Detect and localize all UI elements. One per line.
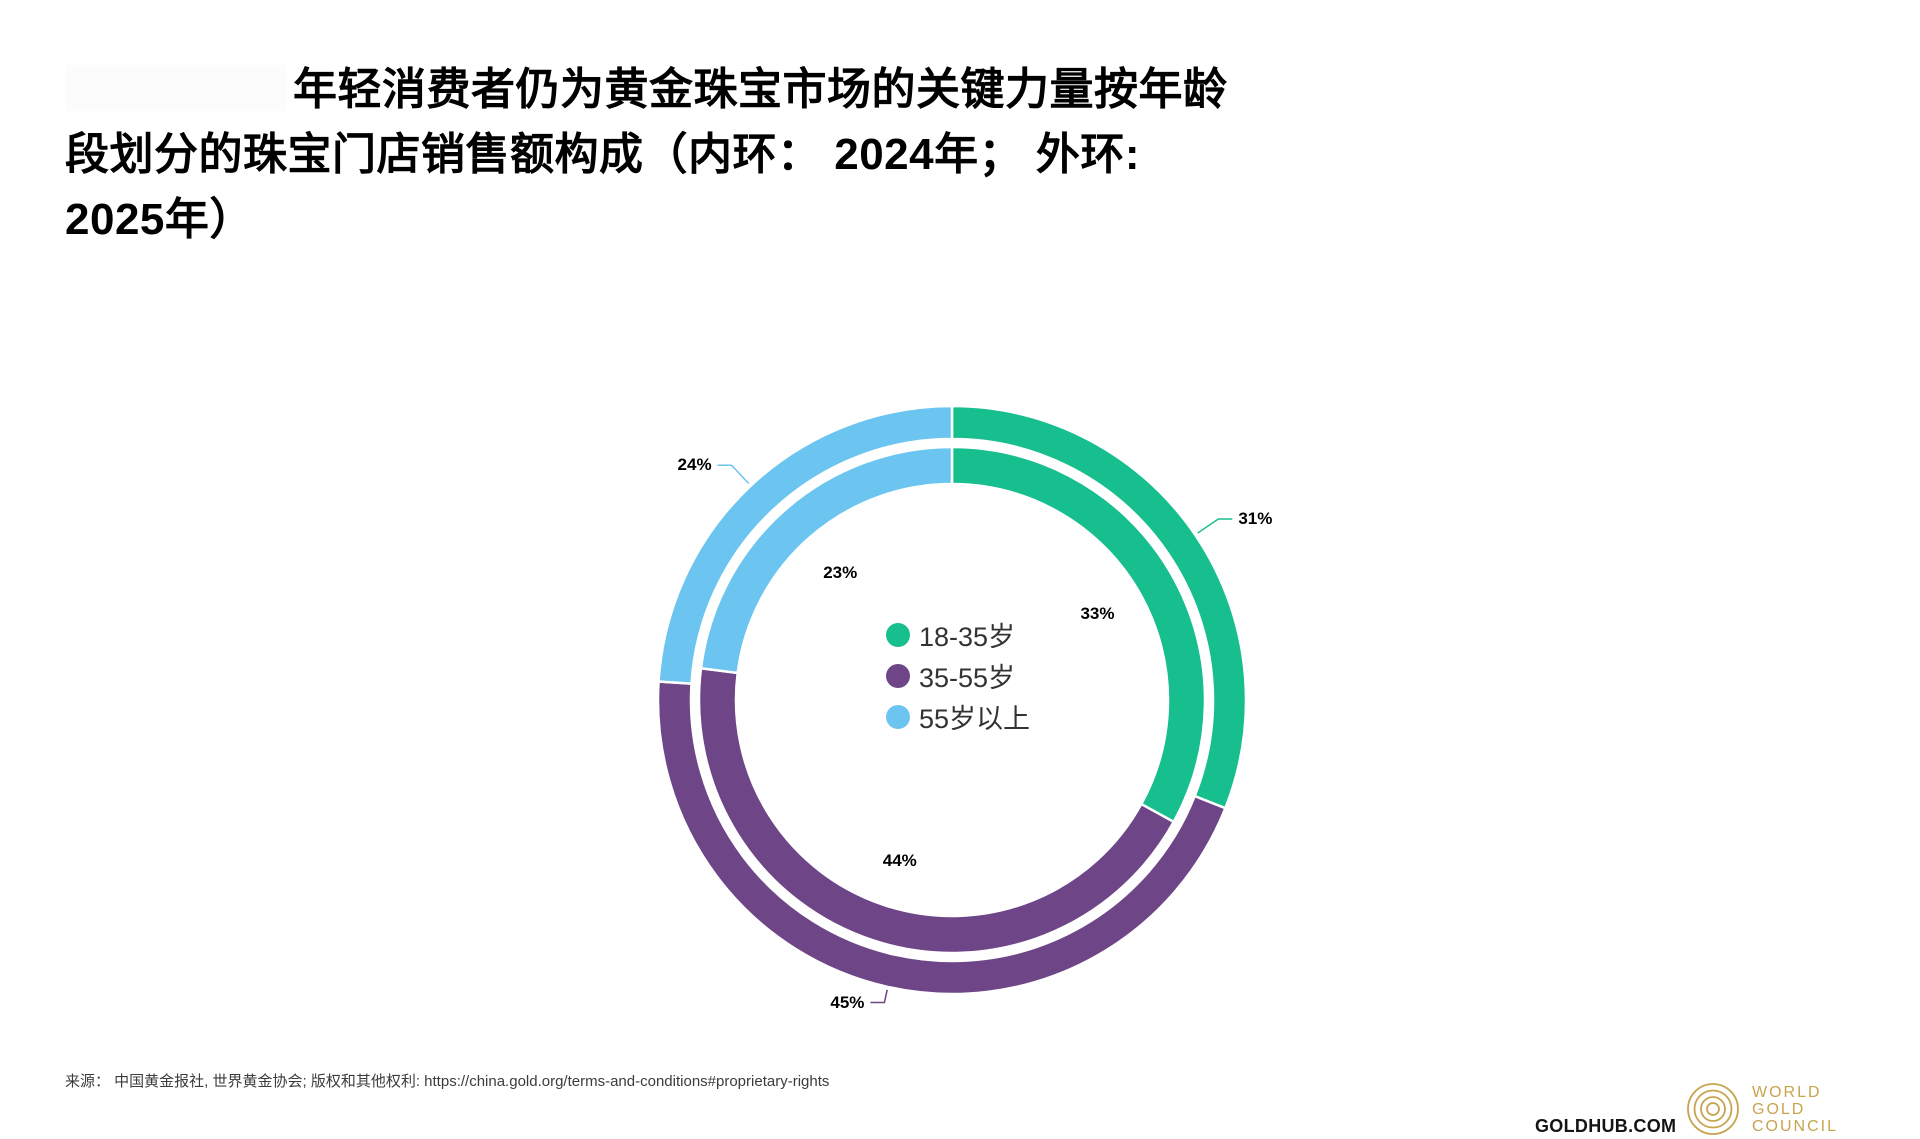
title-line-2: 段划分的珠宝门店销售额构成（内环： 2024年； 外环:: [65, 130, 1140, 179]
wgc-logo-line-3: COUNCIL: [1752, 1117, 1839, 1135]
wgc-logo-text: WORLD GOLD COUNCIL: [1752, 1084, 1838, 1135]
connector-2025年-35-55岁: [870, 989, 888, 1004]
legend-label-55plus: 55岁以上: [919, 704, 1031, 734]
legend-dot-blue-icon: [886, 704, 910, 729]
legend-item-35-55[interactable]: 35-55岁: [886, 655, 1030, 696]
legend-item-55plus[interactable]: 55岁以上: [886, 696, 1030, 737]
segment-2024年-55岁以上[interactable]: [699, 445, 954, 675]
wgc-logo: WORLD GOLD COUNCIL: [1686, 1081, 1916, 1137]
legend-label-18-35: 18-35岁: [919, 622, 1016, 652]
legend-item-18-35[interactable]: 18-35岁: [886, 614, 1030, 655]
wgc-logo-line-2: GOLD: [1752, 1100, 1806, 1118]
legend-label-35-55: 35-55岁: [919, 663, 1016, 693]
segment-2025年-55岁以上[interactable]: [657, 404, 954, 685]
title-text-1: 年轻消费者仍为黄金珠宝市场的关键力量按年龄: [293, 65, 1228, 114]
connector-2025年-18-35岁: [1197, 518, 1233, 534]
title-line-3: 2025年）: [65, 195, 254, 244]
wgc-rings-icon: [1687, 1083, 1739, 1135]
chart-title: 年轻消费者仍为黄金珠宝市场的关键力量按年龄 段划分的珠宝门店销售额构成（内环： …: [65, 57, 1525, 252]
wgc-logo-line-1: WORLD: [1752, 1083, 1822, 1101]
goldhub-text: GOLDHUB.COM: [1535, 1116, 1677, 1136]
title-line-1: 年轻消费者仍为黄金珠宝市场的关键力量按年龄: [65, 57, 1525, 122]
legend-dot-purple-icon: [886, 663, 910, 688]
source-text: 来源： 中国黄金报社, 世界黄金协会; 版权和其他权利: https://chi…: [65, 1073, 830, 1090]
connector-2025年-55岁以上: [717, 464, 750, 485]
chart-legend: 18-35岁 35-55岁 55岁以上: [886, 614, 1030, 737]
legend-dot-green-icon: [886, 622, 910, 647]
title-leading-blank: [65, 65, 287, 111]
